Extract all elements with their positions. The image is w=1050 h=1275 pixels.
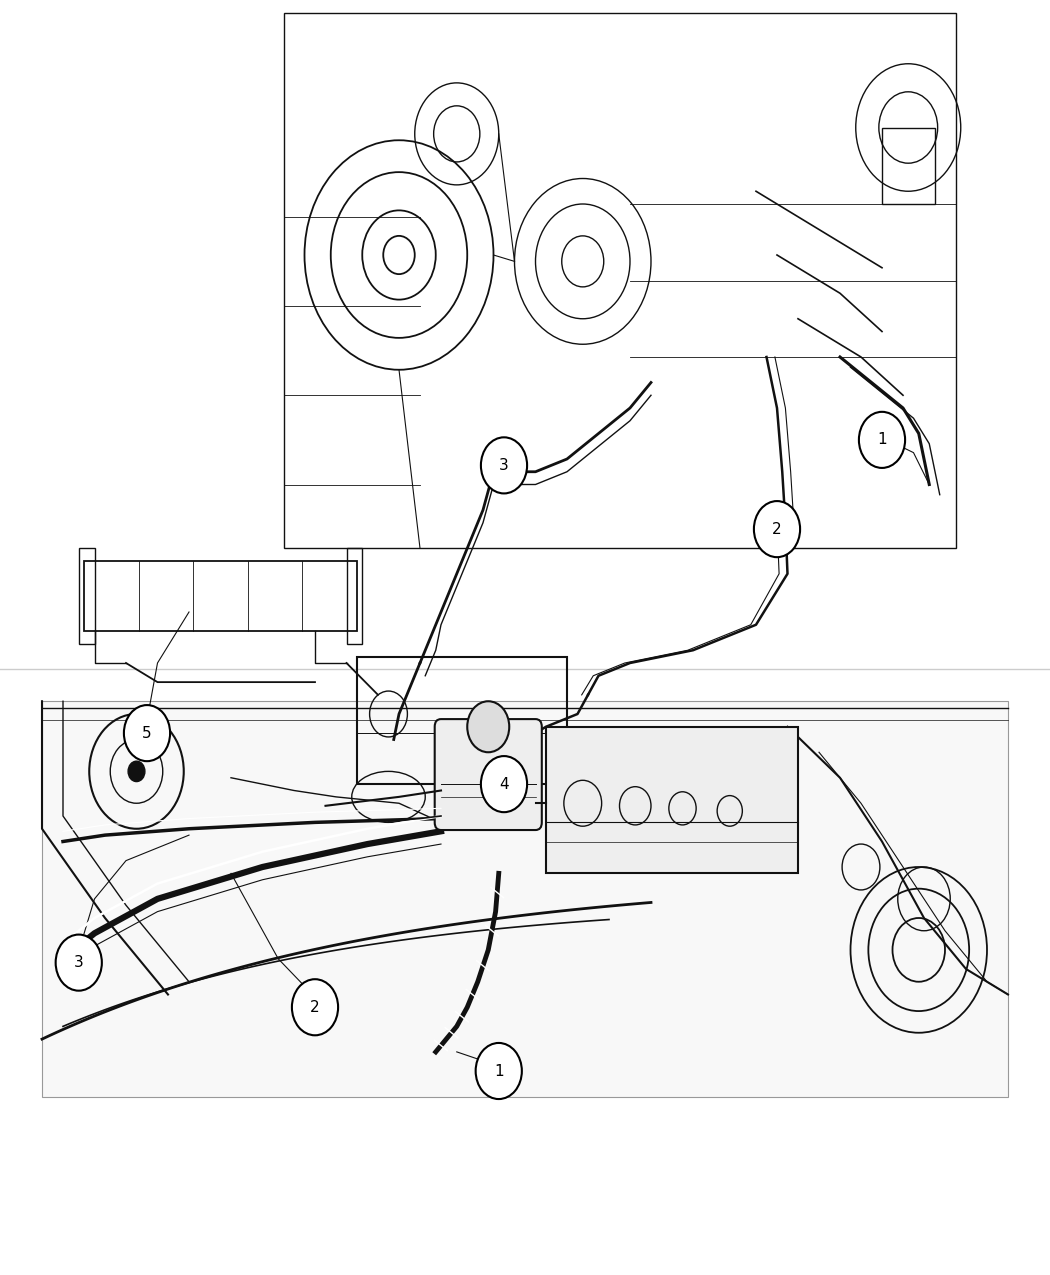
FancyBboxPatch shape <box>42 701 1008 1096</box>
Text: 2: 2 <box>772 521 782 537</box>
Circle shape <box>481 437 527 493</box>
Circle shape <box>124 705 170 761</box>
Bar <box>79 548 94 644</box>
Text: 2: 2 <box>310 1000 320 1015</box>
Circle shape <box>754 501 800 557</box>
Circle shape <box>56 935 102 991</box>
Bar <box>346 548 362 644</box>
Circle shape <box>467 701 509 752</box>
Text: 1: 1 <box>877 432 887 448</box>
Bar <box>882 128 934 204</box>
Circle shape <box>859 412 905 468</box>
Circle shape <box>476 1043 522 1099</box>
Bar <box>84 561 357 631</box>
Circle shape <box>128 761 145 782</box>
Text: 3: 3 <box>499 458 509 473</box>
Circle shape <box>292 979 338 1035</box>
Text: 3: 3 <box>74 955 84 970</box>
Bar <box>357 733 567 784</box>
FancyBboxPatch shape <box>435 719 542 830</box>
Text: 5: 5 <box>142 725 152 741</box>
FancyBboxPatch shape <box>546 727 798 873</box>
Text: 1: 1 <box>494 1063 504 1079</box>
Circle shape <box>481 756 527 812</box>
Text: 4: 4 <box>499 776 509 792</box>
